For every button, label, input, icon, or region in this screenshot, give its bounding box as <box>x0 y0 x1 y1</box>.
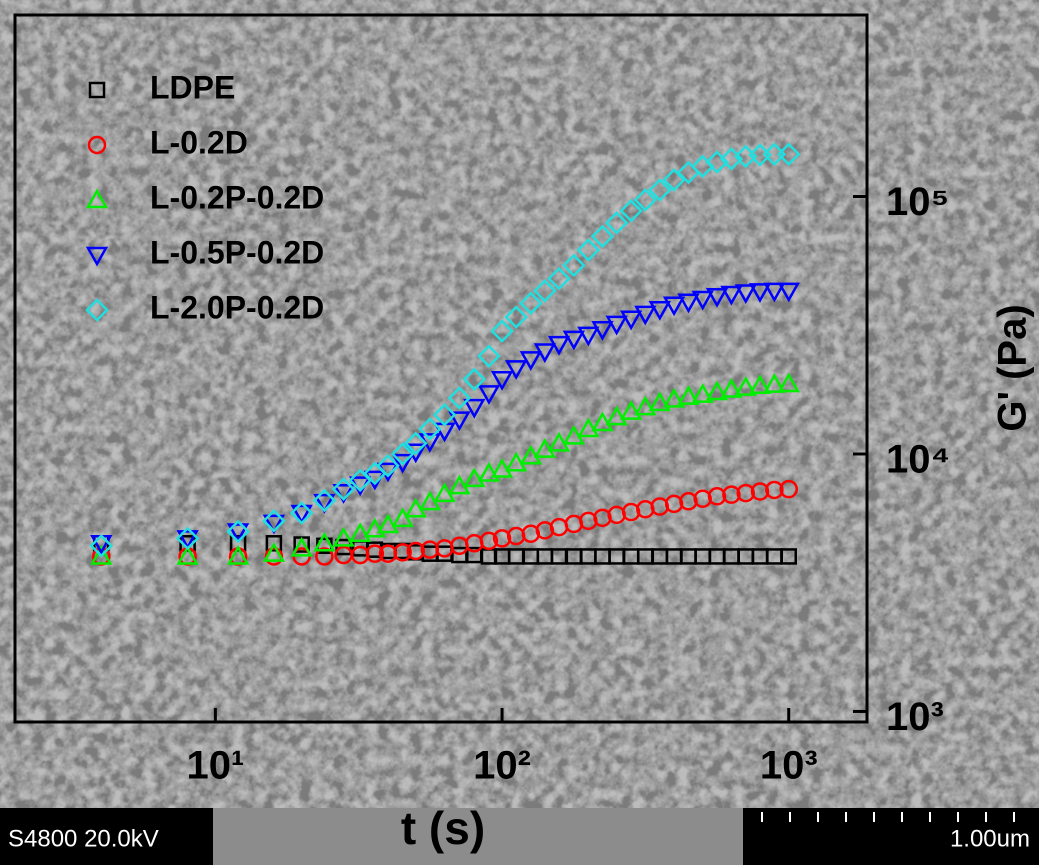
y-tick-label: 10³ <box>886 695 944 739</box>
x-tick-label: 10² <box>473 744 531 788</box>
sem-scale: 1.00um <box>950 825 1030 852</box>
chart: S4800 20.0kV 1.00um t (s) G' (Pa) 10¹ 10²… <box>0 0 1039 865</box>
sem-texture <box>0 0 1039 808</box>
legend-label: L-0.2P-0.2D <box>150 179 324 215</box>
legend-label: L-0.2D <box>150 124 248 160</box>
x-tick-label: 10³ <box>760 744 818 788</box>
y-axis-title: G' (Pa) <box>991 304 1035 431</box>
legend-label: L-2.0P-0.2D <box>150 289 324 325</box>
x-tick-label: 10¹ <box>186 744 244 788</box>
legend-label: LDPE <box>150 69 235 105</box>
y-tick-label: 10⁴ <box>886 438 950 482</box>
y-tick-label: 10⁵ <box>886 180 949 224</box>
sem-info: S4800 20.0kV <box>8 825 159 852</box>
x-axis-title: t (s) <box>401 802 485 854</box>
legend-label: L-0.5P-0.2D <box>150 234 324 270</box>
